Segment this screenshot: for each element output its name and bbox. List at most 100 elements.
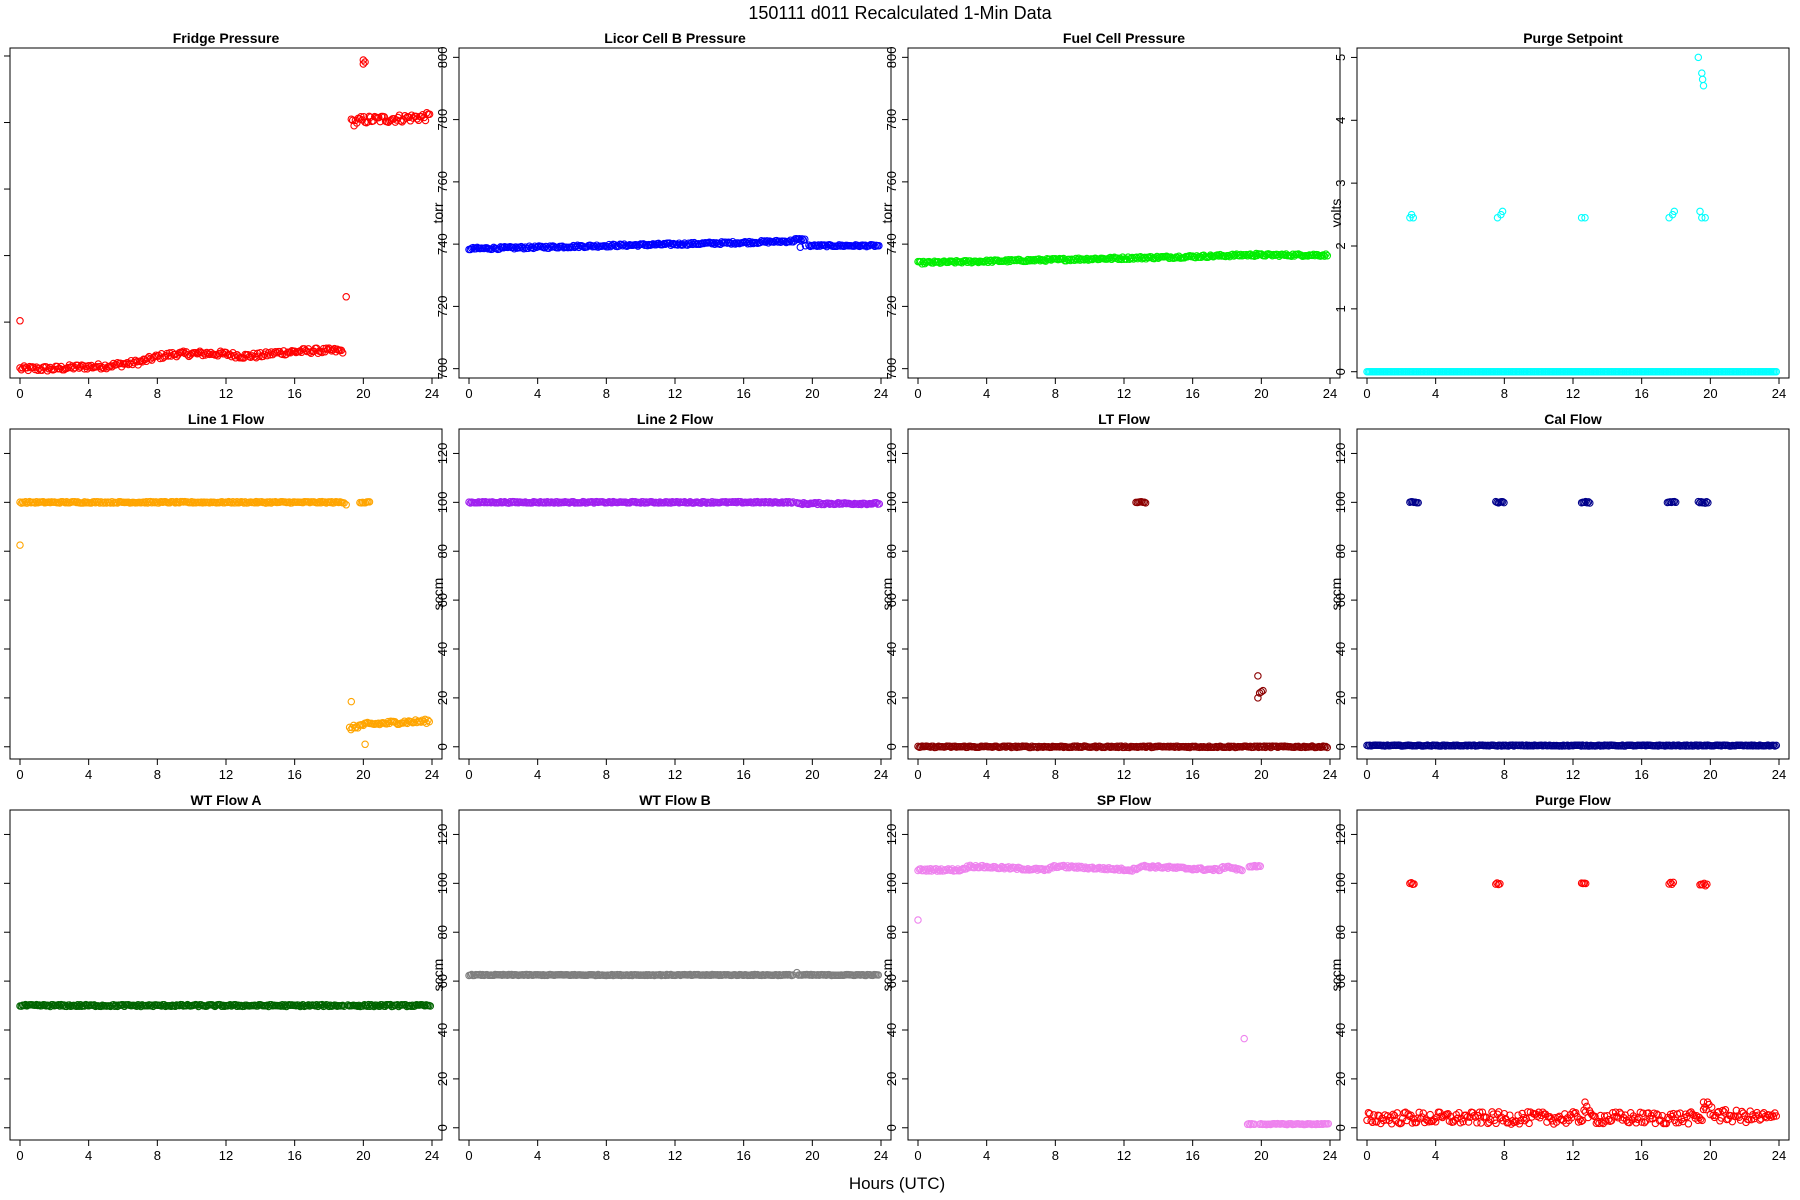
x-tick-label: 12 bbox=[1566, 767, 1580, 782]
outlier-point bbox=[1254, 694, 1262, 702]
x-tick-label: 16 bbox=[736, 767, 750, 782]
data-point bbox=[1702, 498, 1711, 506]
data-point bbox=[1650, 1109, 1658, 1118]
data-point bbox=[1258, 743, 1267, 751]
x-tick-label: 8 bbox=[1052, 386, 1059, 401]
x-tick-label: 0 bbox=[16, 1148, 23, 1163]
data-point bbox=[756, 238, 764, 247]
panel-grid: Fridge Pressuretorr048121620241500200025… bbox=[0, 30, 1790, 1163]
figure-x-axis-label: Hours (UTC) bbox=[849, 1174, 945, 1193]
panel-title: Cal Flow bbox=[1544, 411, 1602, 427]
panel-title: Purge Setpoint bbox=[1523, 30, 1623, 46]
data-point bbox=[1151, 254, 1160, 262]
data-point bbox=[1054, 255, 1062, 264]
data-point bbox=[421, 116, 430, 125]
x-tick-label: 8 bbox=[1052, 767, 1059, 782]
data-point bbox=[871, 242, 879, 251]
y-tick-label: 20 bbox=[435, 691, 450, 705]
data-point bbox=[1098, 865, 1106, 873]
data-point bbox=[1032, 864, 1040, 873]
data-point bbox=[1232, 866, 1241, 874]
y-tick-label: 60 bbox=[435, 593, 450, 607]
x-tick-label: 8 bbox=[1501, 386, 1508, 401]
y-tick-label: 120 bbox=[0, 443, 1, 465]
outlier-point bbox=[1698, 213, 1706, 222]
data-point bbox=[763, 237, 771, 245]
data-point bbox=[1058, 742, 1066, 751]
data-point bbox=[849, 500, 857, 509]
data-point bbox=[75, 1002, 83, 1010]
y-tick-label: 0 bbox=[435, 743, 450, 750]
data-point bbox=[1106, 743, 1115, 752]
data-point bbox=[277, 1002, 285, 1010]
data-point bbox=[1707, 1103, 1716, 1111]
y-tick-label: 0 bbox=[884, 743, 899, 750]
data-point bbox=[1231, 251, 1239, 259]
data-point bbox=[772, 236, 781, 245]
plot-frame bbox=[1356, 428, 1790, 760]
x-tick-label: 12 bbox=[219, 386, 233, 401]
data-point bbox=[1322, 742, 1330, 751]
data-point bbox=[632, 241, 641, 249]
outlier-point bbox=[1699, 81, 1708, 90]
x-tick-label: 8 bbox=[1501, 767, 1508, 782]
panel-title: WT Flow B bbox=[639, 792, 711, 808]
data-point bbox=[407, 1002, 415, 1011]
outlier-point bbox=[1254, 672, 1262, 680]
y-tick-label: 100 bbox=[884, 872, 899, 894]
data-point bbox=[1642, 1117, 1650, 1125]
data-point bbox=[113, 359, 122, 367]
y-tick-label: 80 bbox=[0, 925, 1, 939]
x-tick-label: 8 bbox=[154, 1148, 161, 1163]
x-tick-label: 4 bbox=[1432, 767, 1439, 782]
x-tick-label: 24 bbox=[425, 767, 439, 782]
y-tick-label: 100 bbox=[884, 491, 899, 513]
data-point bbox=[347, 115, 356, 123]
data-point bbox=[499, 244, 508, 252]
data-point bbox=[945, 742, 954, 751]
data-point bbox=[1640, 1118, 1649, 1127]
data-point bbox=[252, 497, 260, 506]
outlier-point bbox=[796, 243, 805, 251]
outlier-point bbox=[359, 56, 368, 64]
data-point bbox=[1260, 742, 1268, 750]
data-point bbox=[1464, 1118, 1473, 1126]
data-point bbox=[1006, 742, 1014, 751]
y-tick-label: 20 bbox=[884, 1072, 899, 1086]
x-tick-label: 8 bbox=[154, 386, 161, 401]
y-tick-label: 800 bbox=[884, 46, 899, 68]
data-point bbox=[398, 118, 406, 126]
y-tick-label: 740 bbox=[884, 233, 899, 255]
y-tick-label: 120 bbox=[1333, 824, 1348, 846]
data-point bbox=[1584, 498, 1593, 506]
data-point bbox=[1508, 1117, 1517, 1125]
y-tick-label: 80 bbox=[884, 544, 899, 558]
data-point bbox=[365, 498, 374, 506]
x-tick-label: 20 bbox=[1254, 1148, 1268, 1163]
data-point bbox=[1757, 1115, 1765, 1123]
x-tick-label: 12 bbox=[1117, 1148, 1131, 1163]
y-tick-label: 0 bbox=[884, 1124, 899, 1131]
series-points bbox=[914, 249, 1332, 268]
data-point bbox=[192, 348, 200, 357]
series-points bbox=[914, 497, 1332, 752]
data-point bbox=[1072, 862, 1080, 871]
x-tick-label: 12 bbox=[219, 767, 233, 782]
data-point bbox=[1492, 880, 1500, 888]
y-tick-label: 700 bbox=[884, 358, 899, 380]
x-tick-label: 20 bbox=[805, 767, 819, 782]
panel-title: Line 1 Flow bbox=[188, 411, 264, 427]
y-tick-label: 100 bbox=[0, 491, 1, 513]
outlier-point bbox=[1696, 207, 1704, 216]
x-tick-label: 12 bbox=[219, 1148, 233, 1163]
data-point bbox=[1470, 1111, 1478, 1120]
x-tick-label: 24 bbox=[425, 1148, 439, 1163]
plot-frame bbox=[9, 47, 443, 379]
y-tick-label: 40 bbox=[1333, 1023, 1348, 1037]
x-tick-label: 16 bbox=[1634, 1148, 1648, 1163]
y-tick-label: 760 bbox=[435, 171, 450, 193]
data-point bbox=[813, 242, 821, 250]
series-points bbox=[465, 235, 883, 254]
panel: Fridge Pressure torr 0 4 8 12 16 20 24 1500 2000 25… bbox=[0, 30, 443, 401]
data-point bbox=[573, 241, 582, 250]
